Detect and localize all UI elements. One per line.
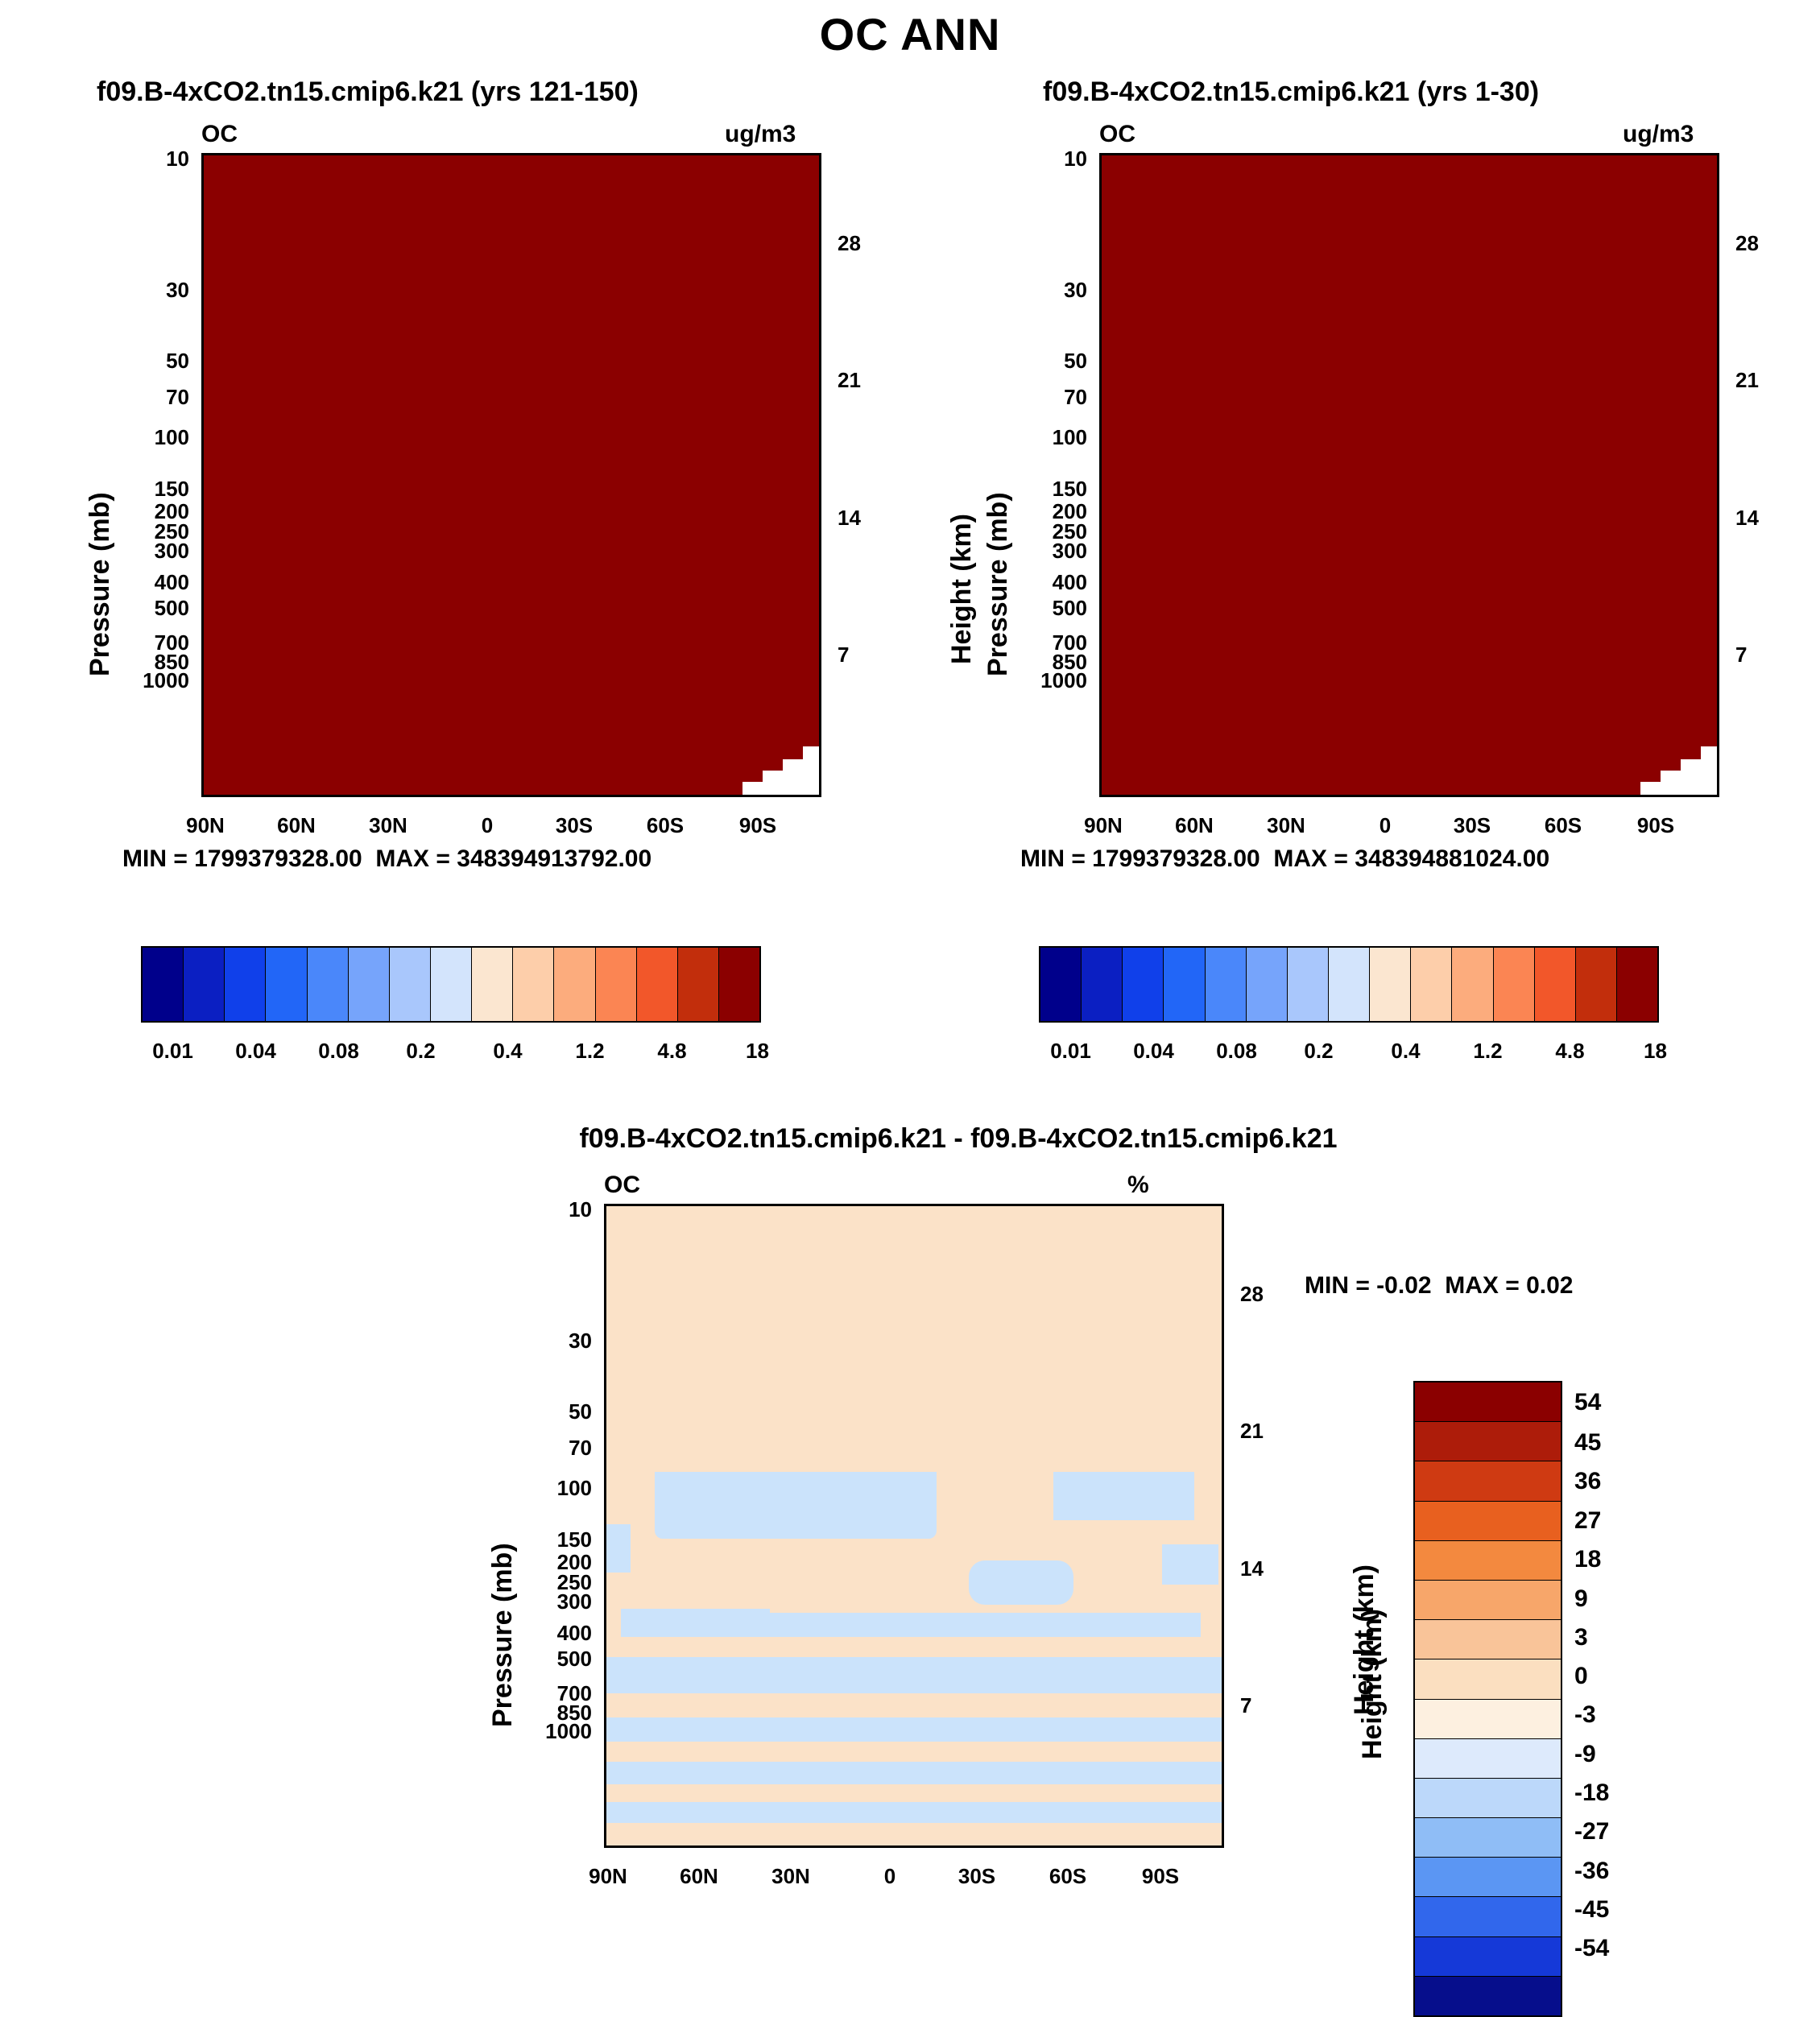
panel-right-y-axis-title: Pressure (mb) — [982, 492, 1014, 676]
panel-left-corner-unit: ug/m3 — [725, 121, 796, 148]
panel-diff-minmax: MIN = -0.02 MAX = 0.02 — [1305, 1272, 1573, 1300]
diff-colorbar-swatch — [1415, 1700, 1561, 1739]
colorbar-swatch — [1452, 948, 1493, 1021]
panel-diff-corner-unit: % — [1127, 1172, 1149, 1199]
panel-right: f09.B-4xCO2.tn15.cmip6.k21 (yrs 1-30) OC… — [995, 76, 1752, 882]
panel-right-white-gap4 — [1701, 746, 1717, 759]
diff-height-title-duplicate: Height (km) — [1357, 1609, 1388, 1759]
diff-colorbar-swatch — [1415, 1620, 1561, 1659]
panel-right-white-gap — [1640, 782, 1717, 795]
panel-left-corner-oc: OC — [201, 121, 238, 148]
colorbar-swatch — [1411, 948, 1452, 1021]
panel-diff-corner-oc: OC — [604, 1172, 640, 1199]
panel-right-plot — [1099, 153, 1719, 797]
colorbar-swatch — [596, 948, 637, 1021]
colorbar-swatch — [184, 948, 225, 1021]
diff-colorbar-swatch — [1415, 1383, 1561, 1422]
colorbar-swatch — [513, 948, 554, 1021]
panel-right-title: f09.B-4xCO2.tn15.cmip6.k21 (yrs 1-30) — [1043, 76, 1539, 108]
colorbar-swatch — [719, 948, 759, 1021]
panel-right-white-gap3 — [1681, 759, 1717, 771]
panel-right-corner-unit: ug/m3 — [1623, 121, 1694, 148]
diff-colorbar-swatch — [1415, 1581, 1561, 1620]
panel-left-white-gap — [742, 782, 819, 795]
colorbar-swatch — [637, 948, 678, 1021]
colorbar-swatch — [225, 948, 266, 1021]
panel-left-title: f09.B-4xCO2.tn15.cmip6.k21 (yrs 121-150) — [97, 76, 639, 108]
colorbar-swatch — [1617, 948, 1657, 1021]
diff-colorbar-swatch — [1415, 1818, 1561, 1858]
panel-left-minmax: MIN = 1799379328.00 MAX = 348394913792.0… — [122, 845, 651, 873]
panel-right-corner-oc: OC — [1099, 121, 1135, 148]
panel-left-white-gap4 — [803, 746, 819, 759]
colorbar-left[interactable] — [141, 946, 761, 1023]
panel-left-right-y-axis-title: Height (km) — [946, 514, 978, 664]
diff-contour-blob — [1162, 1544, 1218, 1585]
panel-left: f09.B-4xCO2.tn15.cmip6.k21 (yrs 121-150)… — [97, 76, 854, 882]
diff-contour-blob — [606, 1524, 631, 1573]
diff-colorbar-swatch — [1415, 1502, 1561, 1541]
colorbar-swatch — [431, 948, 472, 1021]
colorbar-swatch — [143, 948, 184, 1021]
colorbar-swatch — [1082, 948, 1123, 1021]
panel-left-white-gap2 — [763, 771, 819, 782]
diff-contour-blob — [606, 1802, 1224, 1823]
colorbar-swatch — [1288, 948, 1329, 1021]
colorbar-swatch — [472, 948, 513, 1021]
colorbar-swatch — [1247, 948, 1288, 1021]
panel-diff-plot — [604, 1204, 1224, 1848]
colorbar-swatch — [266, 948, 307, 1021]
main-title: OC ANN — [0, 8, 1820, 60]
colorbar-swatch — [1535, 948, 1576, 1021]
colorbar-swatch — [349, 948, 390, 1021]
diff-contour-blob — [606, 1762, 1224, 1784]
diff-contour-blob — [655, 1472, 937, 1516]
colorbar-swatch — [308, 948, 349, 1021]
diff-colorbar-swatch — [1415, 1541, 1561, 1581]
diff-colorbar-swatch — [1415, 1937, 1561, 1977]
panel-diff-y-axis-title: Pressure (mb) — [487, 1543, 519, 1727]
diff-colorbar-swatch — [1415, 1977, 1561, 2015]
diff-colorbar-swatch — [1415, 1858, 1561, 1897]
colorbar-swatch — [1123, 948, 1164, 1021]
diff-vert-colorbar[interactable] — [1413, 1381, 1562, 2017]
diff-colorbar-swatch — [1415, 1422, 1561, 1461]
colorbar-swatch — [1494, 948, 1535, 1021]
panel-left-y-axis-title: Pressure (mb) — [85, 492, 116, 676]
diff-contour-blob — [606, 1657, 1224, 1693]
colorbar-swatch — [1329, 948, 1370, 1021]
colorbar-swatch — [1576, 948, 1617, 1021]
colorbar-swatch — [390, 948, 431, 1021]
diff-colorbar-swatch — [1415, 1659, 1561, 1699]
colorbar-swatch — [1164, 948, 1205, 1021]
diff-contour-blob — [606, 1717, 1224, 1742]
colorbar-swatch — [1206, 948, 1247, 1021]
panel-right-white-gap2 — [1661, 771, 1717, 782]
colorbar-swatch — [1040, 948, 1082, 1021]
diff-contour-blob — [969, 1560, 1073, 1605]
colorbar-swatch — [554, 948, 595, 1021]
colorbar-swatch — [1370, 948, 1411, 1021]
panel-diff-title: f09.B-4xCO2.tn15.cmip6.k21 - f09.B-4xCO2… — [395, 1123, 1522, 1155]
panel-left-plot — [201, 153, 821, 797]
diff-contour-blob — [655, 1516, 937, 1539]
panel-right-minmax: MIN = 1799379328.00 MAX = 348394881024.0… — [1020, 845, 1549, 873]
diff-colorbar-swatch — [1415, 1739, 1561, 1779]
diff-contour-blob — [621, 1613, 1201, 1637]
panel-diff: f09.B-4xCO2.tn15.cmip6.k21 - f09.B-4xCO2… — [499, 1123, 1305, 1928]
diff-colorbar-swatch — [1415, 1779, 1561, 1818]
panel-left-white-gap3 — [783, 759, 819, 771]
colorbar-right[interactable] — [1039, 946, 1659, 1023]
diff-colorbar-swatch — [1415, 1461, 1561, 1501]
diff-contour-blob — [1053, 1472, 1194, 1520]
diff-colorbar-swatch — [1415, 1897, 1561, 1936]
colorbar-swatch — [678, 948, 719, 1021]
